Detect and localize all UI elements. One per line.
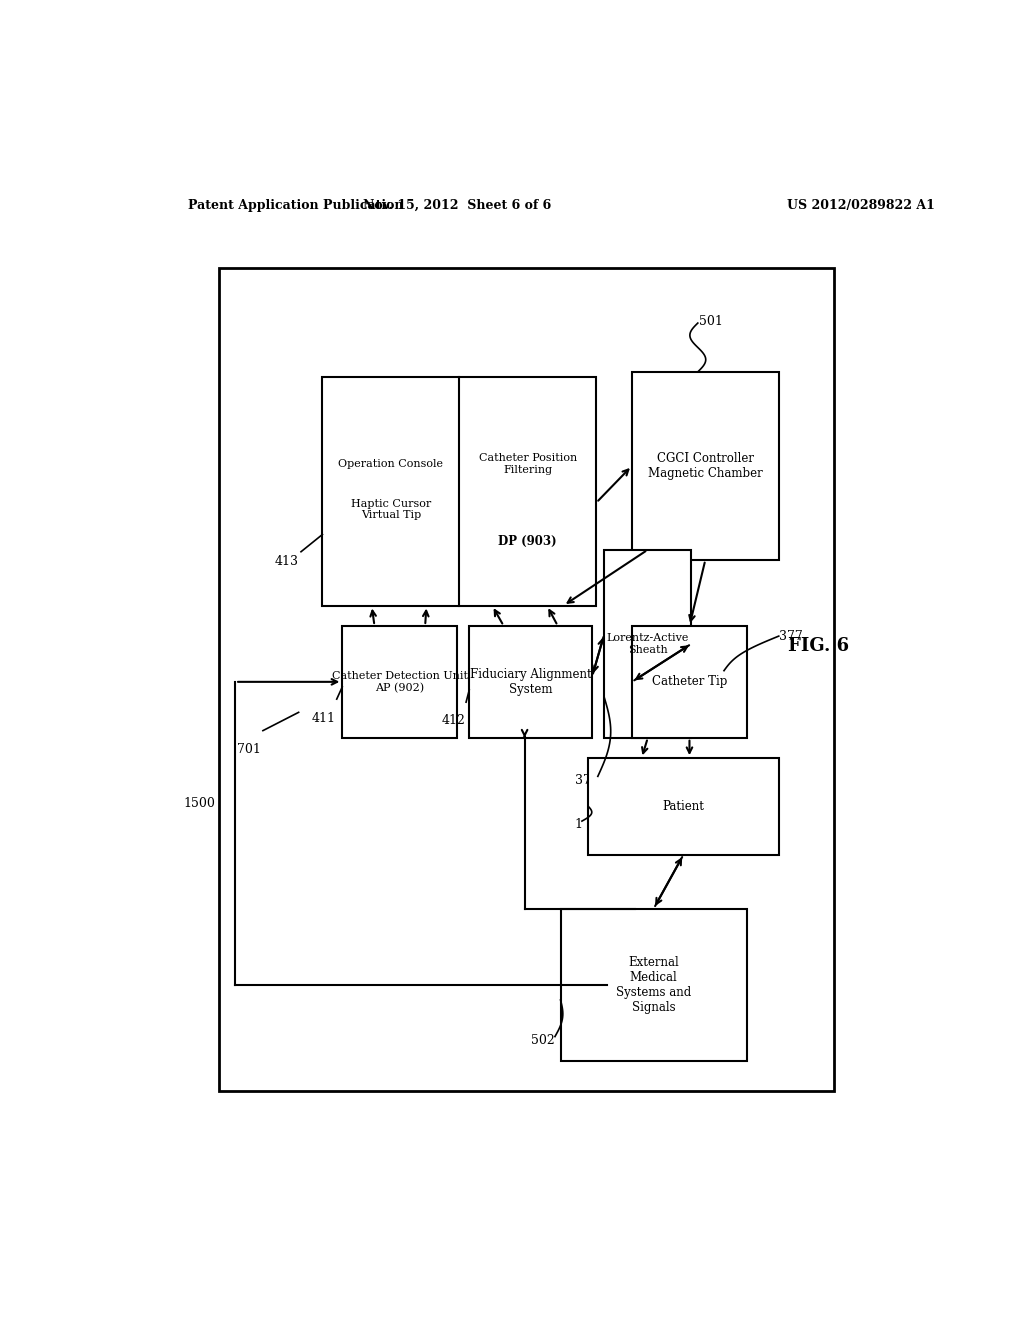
Text: 501: 501 (699, 314, 723, 327)
Bar (560, 908, 748, 1061)
Text: Lorentz-Active
Sheath: Lorentz-Active Sheath (606, 632, 689, 655)
Text: Catheter Detection Unit
AP (902): Catheter Detection Unit AP (902) (332, 671, 468, 693)
Text: 502: 502 (531, 1034, 555, 1047)
Text: Operation Console: Operation Console (338, 459, 443, 469)
Text: FIG. 6: FIG. 6 (787, 638, 849, 655)
Text: Nov. 15, 2012  Sheet 6 of 6: Nov. 15, 2012 Sheet 6 of 6 (364, 199, 552, 213)
Text: 1: 1 (573, 817, 582, 830)
Text: Fiduciary Alignment
System: Fiduciary Alignment System (470, 668, 592, 696)
Text: 377: 377 (778, 630, 803, 643)
Text: 701: 701 (238, 743, 261, 756)
Text: US 2012/0289822 A1: US 2012/0289822 A1 (786, 199, 935, 213)
Bar (219, 268, 835, 1092)
Bar (342, 626, 458, 738)
Text: External
Medical
Systems and
Signals: External Medical Systems and Signals (616, 956, 691, 1014)
Bar (588, 758, 778, 854)
Text: 1500: 1500 (183, 797, 215, 809)
Text: 413: 413 (274, 556, 299, 569)
Bar (604, 549, 691, 738)
Text: Haptic Cursor
Virtual Tip: Haptic Cursor Virtual Tip (351, 499, 431, 520)
Bar (632, 626, 748, 738)
Bar (469, 626, 592, 738)
Bar (632, 372, 779, 560)
Text: 375: 375 (574, 774, 599, 787)
Text: Catheter Tip: Catheter Tip (652, 676, 727, 688)
Bar (323, 378, 596, 606)
Text: 412: 412 (441, 714, 465, 727)
Text: CGCI Controller
Magnetic Chamber: CGCI Controller Magnetic Chamber (648, 451, 763, 480)
Text: DP (903): DP (903) (499, 535, 557, 548)
Text: Catheter Position
Filtering: Catheter Position Filtering (478, 453, 577, 475)
Text: Patient: Patient (663, 800, 705, 813)
Bar (299, 351, 604, 738)
Text: 411: 411 (312, 713, 336, 725)
Text: Patent Application Publication: Patent Application Publication (187, 199, 403, 213)
